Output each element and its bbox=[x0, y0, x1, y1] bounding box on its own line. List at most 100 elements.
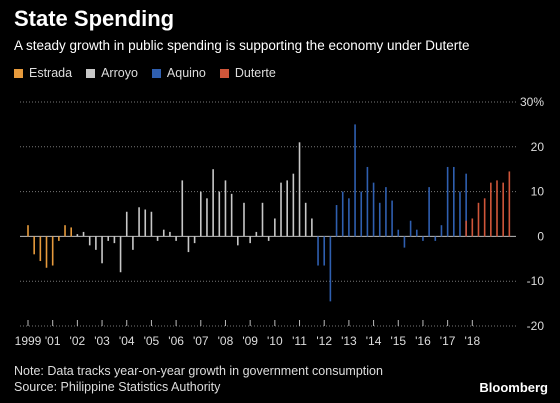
chart-plot: 30% 20 10 0 -10 -20 1999'01 '02 '03 '04 '05 '06 '07 '… bbox=[15, 95, 545, 348]
bar-estrada bbox=[64, 225, 66, 237]
x-tick-label: '07 bbox=[193, 334, 209, 348]
bar-aquino bbox=[317, 236, 319, 266]
bar-aquino bbox=[446, 166, 449, 237]
bar-arroyo bbox=[237, 236, 239, 246]
x-tick-label: '03 bbox=[94, 334, 110, 348]
bar-arroyo bbox=[169, 231, 171, 237]
bar-aquino bbox=[409, 220, 412, 237]
bar-duterte bbox=[496, 180, 498, 237]
bar-duterte bbox=[471, 218, 474, 237]
legend-item-arroyo: Arroyo bbox=[86, 66, 138, 80]
bar-arroyo bbox=[255, 231, 258, 237]
x-tick-label: '09 bbox=[242, 334, 258, 348]
bar-arroyo bbox=[82, 231, 85, 237]
y-tick-label: -20 bbox=[527, 319, 545, 333]
bar-aquino bbox=[453, 166, 455, 237]
bar-estrada bbox=[27, 225, 29, 237]
bar-aquino bbox=[378, 202, 381, 237]
bar-aquino bbox=[329, 236, 332, 302]
bar-duterte bbox=[508, 171, 511, 237]
bar-aquino bbox=[360, 191, 363, 237]
bar-arroyo bbox=[274, 218, 276, 237]
bar-arroyo bbox=[286, 180, 288, 237]
source-line: Source: Philippine Statistics Authority bbox=[14, 380, 221, 394]
legend-item-duterte: Duterte bbox=[219, 66, 276, 80]
bar-arroyo bbox=[193, 236, 196, 244]
chart-subtitle: A steady growth in public spending is su… bbox=[14, 38, 470, 53]
legend-item-aquino: Aquino bbox=[151, 66, 206, 80]
x-tick-label: '08 bbox=[218, 334, 234, 348]
bar-arroyo bbox=[113, 236, 116, 244]
bar-aquino bbox=[465, 173, 467, 237]
bar-duterte bbox=[477, 202, 480, 237]
x-tick-label: '10 bbox=[267, 334, 283, 348]
bar-aquino bbox=[440, 225, 443, 237]
bar-aquino bbox=[385, 187, 387, 237]
bar-estrada bbox=[58, 236, 60, 241]
bar-estrada bbox=[33, 236, 35, 255]
bar-arroyo bbox=[144, 209, 147, 237]
legend-swatch-arroyo bbox=[86, 68, 96, 78]
x-tick-label: '18 bbox=[464, 334, 480, 348]
bar-aquino bbox=[323, 236, 326, 266]
x-tick-label: '16 bbox=[415, 334, 431, 348]
chart-title: State Spending bbox=[14, 6, 175, 31]
bar-duterte bbox=[490, 182, 492, 237]
x-tick-label: '04 bbox=[119, 334, 135, 348]
x-tick-label: '14 bbox=[366, 334, 382, 348]
bar-aquino bbox=[434, 236, 437, 241]
bar-aquino bbox=[422, 236, 424, 241]
bloomberg-logo: Bloomberg bbox=[479, 380, 548, 395]
bar-arroyo bbox=[249, 236, 251, 244]
bar-aquino bbox=[415, 229, 418, 237]
x-tick-label: '11 bbox=[292, 334, 307, 348]
bar-aquino bbox=[428, 187, 430, 237]
legend: Estrada Arroyo Aquino Duterte bbox=[14, 66, 276, 80]
legend-swatch-duterte bbox=[219, 68, 229, 78]
y-tick-label: 10 bbox=[531, 185, 545, 199]
x-tick-label: '17 bbox=[440, 334, 456, 348]
bar-arroyo bbox=[101, 236, 103, 264]
bar-arroyo bbox=[243, 202, 245, 237]
x-tick-label: 1999 bbox=[15, 334, 42, 348]
bar-arroyo bbox=[298, 142, 301, 237]
x-tick-label: '12 bbox=[316, 334, 332, 348]
bar-duterte bbox=[465, 220, 467, 237]
legend-swatch-aquino bbox=[151, 68, 161, 78]
x-tick-label: '05 bbox=[144, 334, 160, 348]
bar-arroyo bbox=[95, 236, 97, 250]
bar-aquino bbox=[372, 182, 375, 237]
bar-arroyo bbox=[162, 229, 165, 237]
bar-arroyo bbox=[187, 236, 190, 253]
legend-label-aquino: Aquino bbox=[166, 66, 206, 80]
legend-label-duterte: Duterte bbox=[234, 66, 276, 80]
bar-arroyo bbox=[107, 236, 110, 241]
bar-aquino bbox=[397, 229, 400, 237]
bar-arroyo bbox=[119, 236, 122, 273]
legend-label-estrada: Estrada bbox=[29, 66, 73, 80]
bar-arroyo bbox=[280, 182, 282, 237]
bar-aquino bbox=[459, 191, 461, 237]
bar-arroyo bbox=[150, 211, 153, 237]
bar-aquino bbox=[366, 166, 369, 237]
footnote: Note: Data tracks year-on-year growth in… bbox=[14, 364, 383, 378]
y-tick-label: 20 bbox=[531, 140, 545, 154]
x-tick-label: '13 bbox=[341, 334, 357, 348]
bar-arroyo bbox=[76, 234, 79, 237]
bar-duterte bbox=[483, 198, 486, 237]
bar-aquino bbox=[354, 124, 356, 237]
bar-arroyo bbox=[156, 236, 159, 241]
bar-arroyo bbox=[230, 193, 233, 237]
bar-arroyo bbox=[138, 207, 140, 237]
x-tick-label: '02 bbox=[70, 334, 86, 348]
bar-arroyo bbox=[267, 236, 270, 241]
y-tick-label: 0 bbox=[537, 229, 544, 243]
legend-label-arroyo: Arroyo bbox=[101, 66, 138, 80]
bar-arroyo bbox=[181, 180, 184, 237]
bar-arroyo bbox=[132, 236, 134, 250]
bar-arroyo bbox=[175, 236, 177, 241]
bar-arroyo bbox=[292, 173, 295, 237]
y-tick-label: -10 bbox=[527, 274, 545, 288]
bar-arroyo bbox=[206, 198, 208, 237]
bar-estrada bbox=[51, 236, 54, 266]
